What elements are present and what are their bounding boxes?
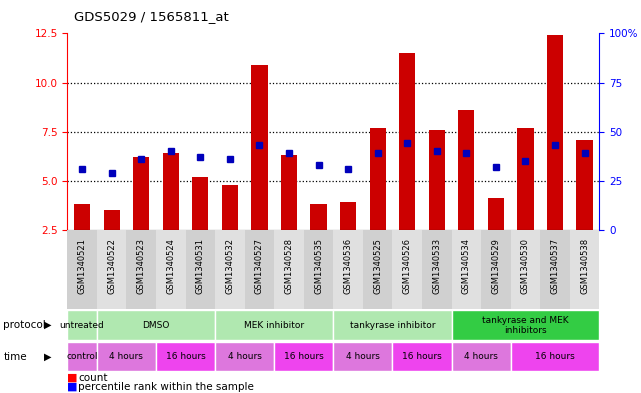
Bar xyxy=(281,155,297,230)
Bar xyxy=(215,342,274,371)
Text: GSM1340535: GSM1340535 xyxy=(314,238,323,294)
Bar xyxy=(97,310,215,340)
Text: ▶: ▶ xyxy=(44,320,51,330)
Text: GSM1340532: GSM1340532 xyxy=(226,238,235,294)
Bar xyxy=(185,230,215,309)
Bar xyxy=(274,342,333,371)
Text: GSM1340522: GSM1340522 xyxy=(107,238,116,294)
Bar xyxy=(517,128,533,230)
Bar xyxy=(363,230,392,309)
Bar xyxy=(97,342,156,371)
Bar xyxy=(392,342,451,371)
Text: GSM1340534: GSM1340534 xyxy=(462,238,471,294)
Text: MEK inhibitor: MEK inhibitor xyxy=(244,321,304,330)
Text: GSM1340526: GSM1340526 xyxy=(403,238,412,294)
Bar xyxy=(511,230,540,309)
Text: GSM1340529: GSM1340529 xyxy=(492,238,501,294)
Bar xyxy=(156,342,215,371)
Bar xyxy=(511,342,599,371)
Bar xyxy=(156,230,185,309)
Bar xyxy=(333,310,451,340)
Bar xyxy=(451,342,511,371)
Text: percentile rank within the sample: percentile rank within the sample xyxy=(78,382,254,392)
Text: ▶: ▶ xyxy=(44,352,51,362)
Text: 4 hours: 4 hours xyxy=(228,352,262,361)
Text: count: count xyxy=(78,373,108,383)
Text: 16 hours: 16 hours xyxy=(284,352,324,361)
Text: GSM1340527: GSM1340527 xyxy=(255,238,264,294)
Bar xyxy=(215,310,333,340)
Bar xyxy=(274,230,304,309)
Bar xyxy=(97,230,126,309)
Text: GDS5029 / 1565811_at: GDS5029 / 1565811_at xyxy=(74,10,228,23)
Text: GSM1340523: GSM1340523 xyxy=(137,238,146,294)
Bar xyxy=(222,185,238,230)
Bar xyxy=(304,230,333,309)
Text: 16 hours: 16 hours xyxy=(165,352,205,361)
Text: 16 hours: 16 hours xyxy=(535,352,575,361)
Bar xyxy=(458,110,474,230)
Text: GSM1340530: GSM1340530 xyxy=(521,238,530,294)
Bar xyxy=(103,210,120,230)
Bar xyxy=(192,177,208,230)
Text: 16 hours: 16 hours xyxy=(402,352,442,361)
Text: ■: ■ xyxy=(67,373,78,383)
Bar xyxy=(333,230,363,309)
Text: GSM1340536: GSM1340536 xyxy=(344,238,353,294)
Text: time: time xyxy=(3,352,27,362)
Bar xyxy=(245,230,274,309)
Text: protocol: protocol xyxy=(3,320,46,330)
Bar xyxy=(67,230,97,309)
Text: GSM1340525: GSM1340525 xyxy=(373,238,382,294)
Text: GSM1340537: GSM1340537 xyxy=(551,238,560,294)
Bar xyxy=(163,153,179,230)
Text: GSM1340521: GSM1340521 xyxy=(78,238,87,294)
Bar xyxy=(481,230,511,309)
Text: GSM1340524: GSM1340524 xyxy=(166,238,175,294)
Bar xyxy=(429,130,445,230)
Bar xyxy=(369,128,386,230)
Text: tankyrase and MEK
inhibitors: tankyrase and MEK inhibitors xyxy=(482,316,569,335)
Bar xyxy=(133,157,149,230)
Bar xyxy=(422,230,451,309)
Text: GSM1340528: GSM1340528 xyxy=(285,238,294,294)
Text: untreated: untreated xyxy=(60,321,104,330)
Bar xyxy=(570,230,599,309)
Text: tankyrase inhibitor: tankyrase inhibitor xyxy=(350,321,435,330)
Text: control: control xyxy=(66,352,98,361)
Bar xyxy=(451,310,599,340)
Text: 4 hours: 4 hours xyxy=(464,352,498,361)
Bar xyxy=(392,230,422,309)
Bar xyxy=(576,140,593,230)
Text: GSM1340538: GSM1340538 xyxy=(580,238,589,294)
Bar xyxy=(451,230,481,309)
Text: GSM1340531: GSM1340531 xyxy=(196,238,205,294)
Text: GSM1340533: GSM1340533 xyxy=(432,238,441,294)
Bar xyxy=(67,310,97,340)
Bar xyxy=(310,204,327,230)
Bar xyxy=(74,204,90,230)
Bar xyxy=(340,202,356,230)
Text: ■: ■ xyxy=(67,382,78,392)
Bar xyxy=(399,53,415,230)
Bar xyxy=(547,35,563,230)
Text: 4 hours: 4 hours xyxy=(110,352,144,361)
Bar xyxy=(540,230,570,309)
Bar xyxy=(488,198,504,230)
Text: DMSO: DMSO xyxy=(142,321,170,330)
Text: 4 hours: 4 hours xyxy=(346,352,380,361)
Bar xyxy=(333,342,392,371)
Bar xyxy=(251,65,267,230)
Bar xyxy=(67,342,97,371)
Bar xyxy=(215,230,245,309)
Bar xyxy=(126,230,156,309)
